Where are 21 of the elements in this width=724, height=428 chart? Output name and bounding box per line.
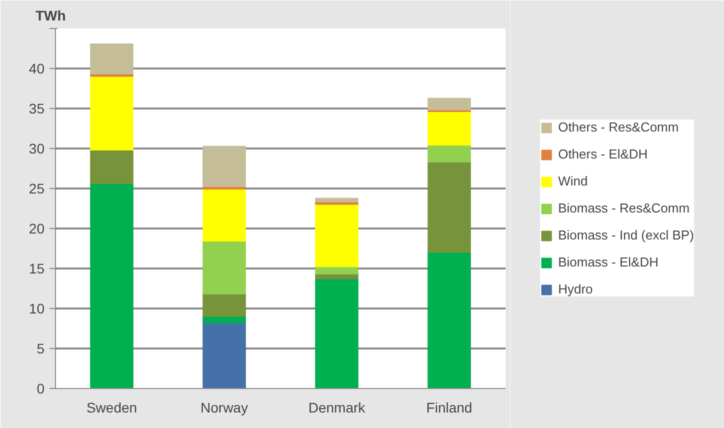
y-tick-label: 30 <box>28 140 45 156</box>
x-tick-label: Finland <box>426 400 472 416</box>
legend-label: Others - Res&Comm <box>558 120 679 134</box>
x-tick-label: Norway <box>200 400 248 416</box>
legend-label: Others - El&DH <box>558 146 648 162</box>
y-tick-label: 25 <box>28 180 45 196</box>
x-tick-label: Sweden <box>86 400 138 416</box>
legend-label: Biomass - Res&Comm <box>558 200 690 216</box>
y-tick-label: 15 <box>28 260 45 276</box>
legend-label: Biomass - El&DH <box>558 254 659 270</box>
x-tick-label: Denmark <box>308 400 366 416</box>
legend-label: Wind <box>558 174 588 188</box>
y-tick-label: 35 <box>28 100 45 116</box>
y-tick-label: 10 <box>28 300 45 316</box>
legend-label: Hydro <box>558 282 593 296</box>
y-tick-label: 5 <box>36 340 45 356</box>
y-tick-label: 40 <box>28 60 45 76</box>
y-axis-title: TWh <box>36 8 66 24</box>
y-tick-label: 20 <box>28 220 45 236</box>
y-tick-label: 0 <box>36 380 45 396</box>
legend-label: Biomass - Ind (excl BP) <box>558 228 694 242</box>
